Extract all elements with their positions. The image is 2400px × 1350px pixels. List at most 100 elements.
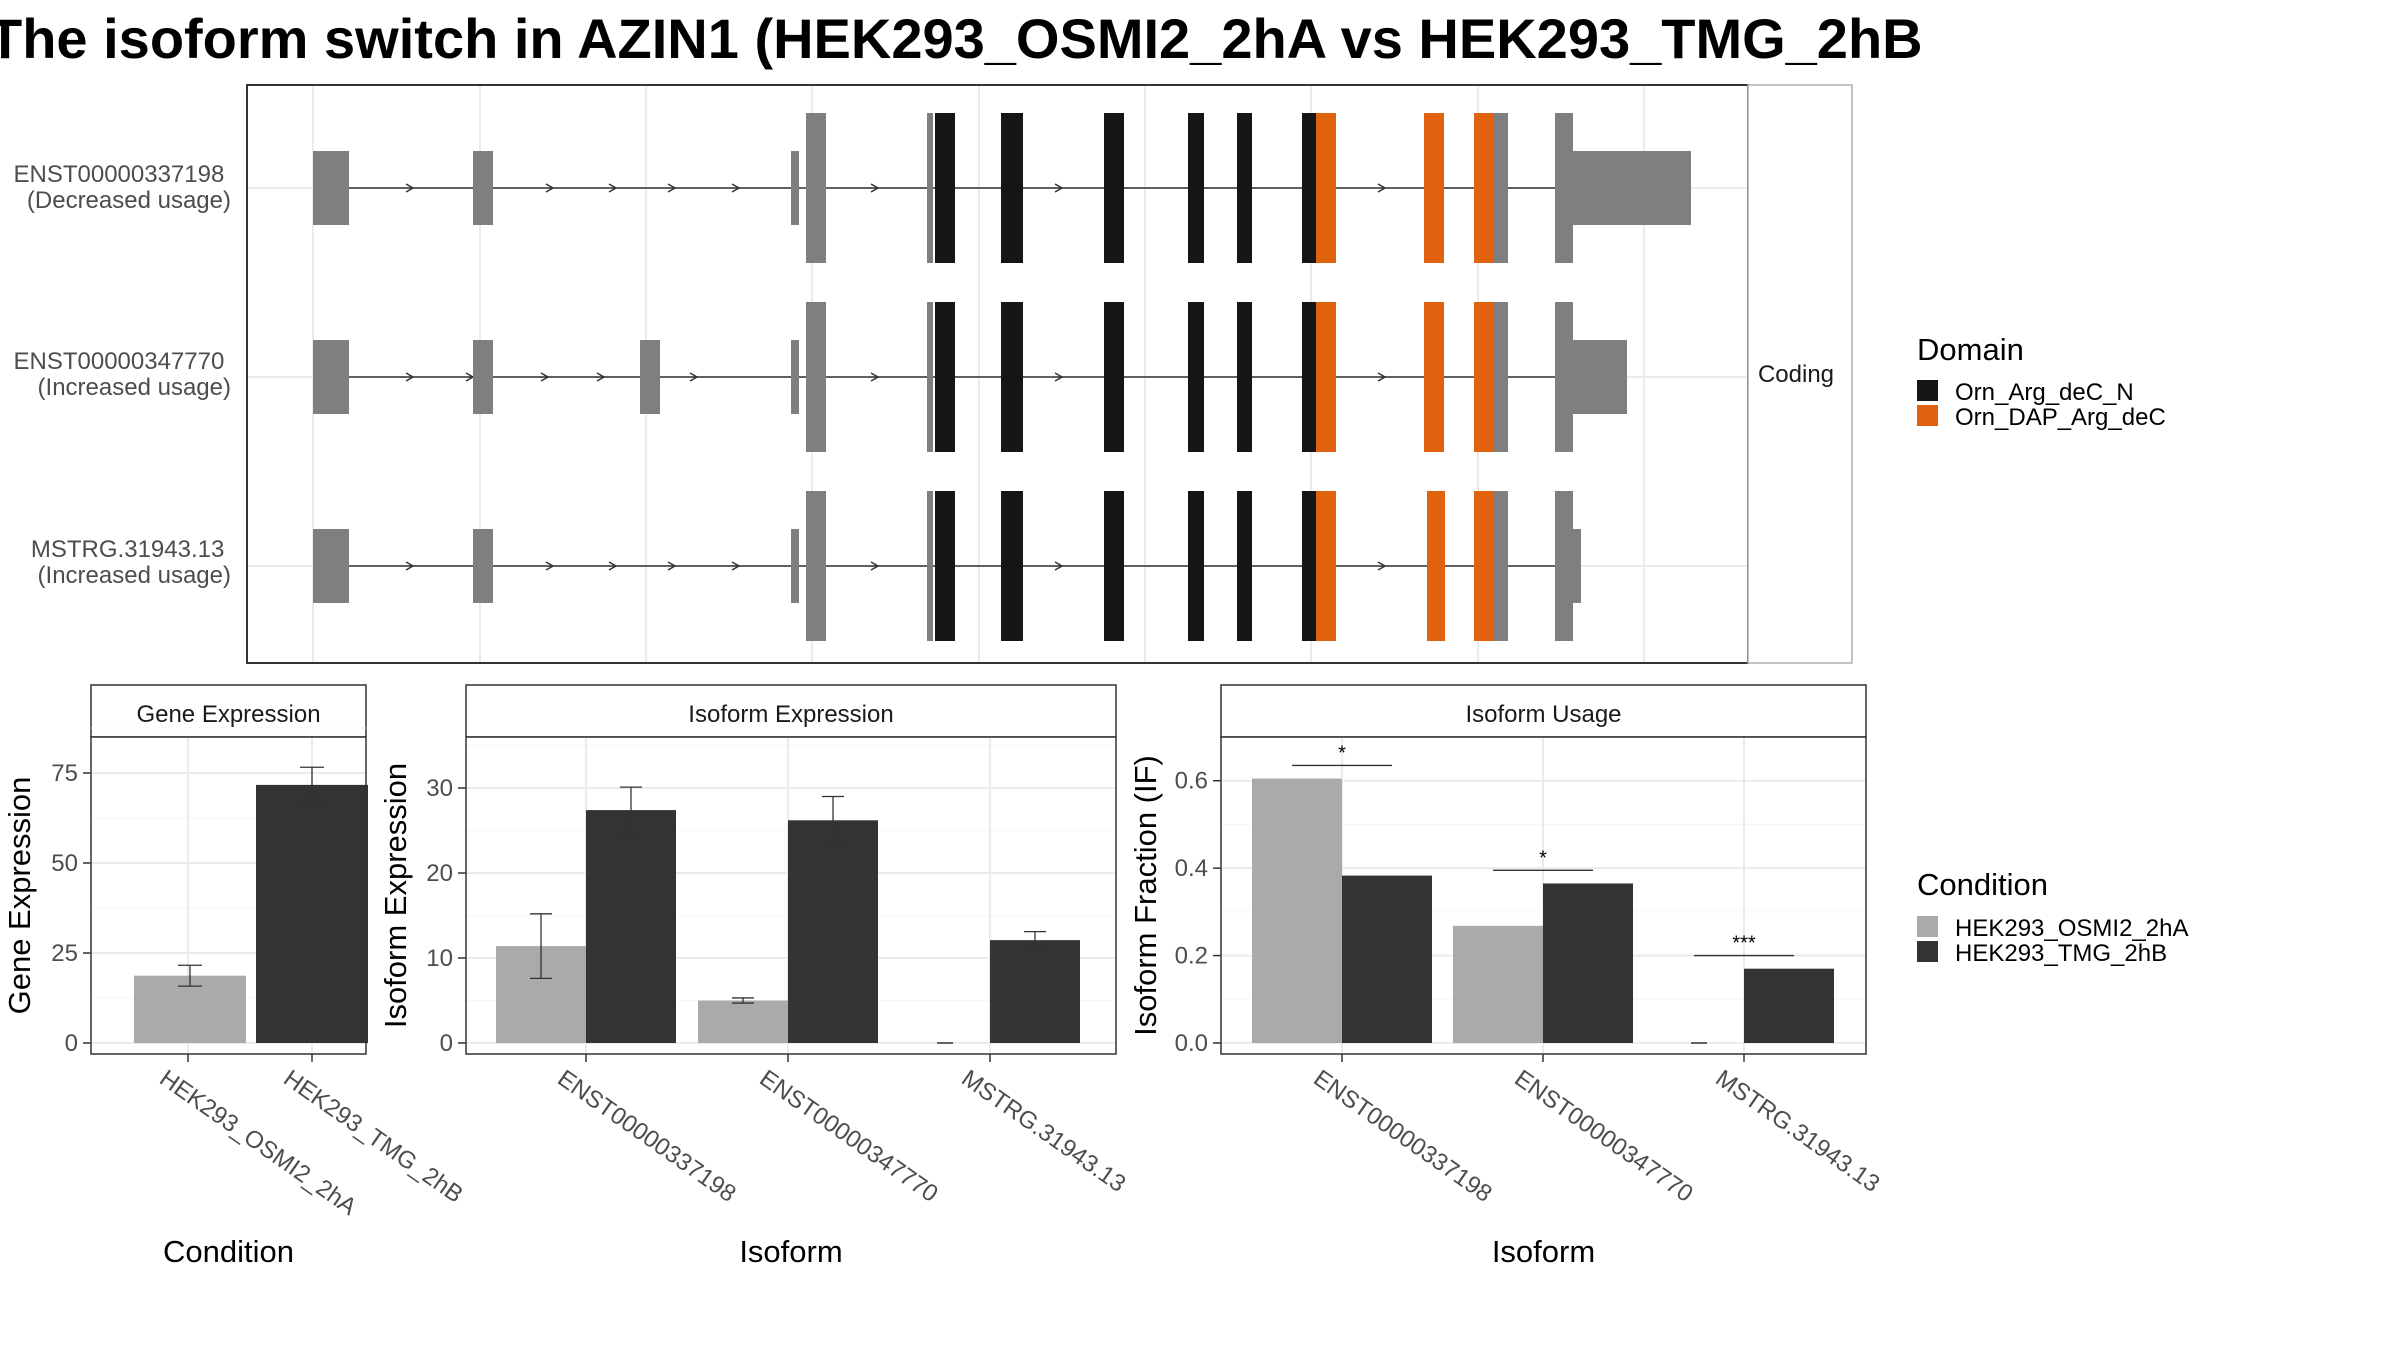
facet-label-coding: Coding (1758, 361, 1834, 388)
intron-arrow-2-7 (1054, 372, 1064, 382)
coding-exon-1-14 (1474, 113, 1494, 263)
gene-bar-0 (134, 975, 246, 1043)
gene-y-axis-title: Gene Expression (2, 777, 37, 1015)
usage-bar-1-0 (1342, 875, 1432, 1043)
isoexp-strip-label: Isoform Expression (688, 701, 893, 728)
intron-arrow-1-3 (608, 183, 618, 193)
gene-xtick-label-0: HEK293_OSMI2_2hA (155, 1065, 362, 1221)
gene-plot-border (90, 736, 367, 1055)
gene-ytick-label-3: 75 (51, 760, 78, 787)
usage-ytick-label-1: 0.2 (1175, 943, 1208, 970)
gene-ytick-label-1: 25 (51, 940, 78, 967)
isoform-usage-3: (Increased usage) (38, 562, 231, 589)
usage-bar-1-2 (1744, 968, 1834, 1043)
intron-arrow-1-8 (1377, 183, 1387, 193)
isoform-tracks (313, 113, 1691, 641)
intron-arrow-2-4 (596, 372, 606, 382)
coding-exon-2-6 (927, 302, 933, 452)
coding-exon-2-16 (1494, 302, 1508, 452)
isoexp-y-axis-title: Isoform Expression (378, 763, 413, 1028)
intron-arrow-1-5 (731, 183, 741, 193)
coding-exon-2-10 (1188, 302, 1204, 452)
intron-arrow-2-1 (405, 372, 415, 382)
coding-exon-2-12 (1302, 302, 1316, 452)
isoexp-bar-1-1 (788, 820, 878, 1043)
coding-exon-3-12 (1316, 491, 1336, 641)
usage-bar-0-1 (1453, 925, 1543, 1043)
usage-strip-label: Isoform Usage (1465, 701, 1621, 728)
isoform-expression-panel: Isoform Expression 0 10 20 30 ENST00000337198… (378, 684, 1131, 1269)
coding-exon-3-15 (1494, 491, 1508, 641)
utr-exon-1-17 (1573, 151, 1691, 225)
structure-plot-background (247, 85, 1748, 663)
utr-exon-2-18 (1573, 340, 1627, 414)
isoexp-xtick-label-0: ENST00000337198 (553, 1065, 741, 1208)
condition-legend-title: Condition (1917, 867, 2048, 902)
isoform-label-1: ENST00000337198 (Decreased usage) (13, 161, 231, 214)
isoexp-ytick-label-3: 30 (426, 775, 453, 802)
legend-label-orn-dap-arg-dec: Orn_DAP_Arg_deC (1955, 404, 2166, 431)
utr-exon-1-3 (791, 151, 799, 225)
coding-exon-2-15 (1474, 302, 1494, 452)
gene-bar-1 (256, 784, 368, 1043)
utr-exon-3-17 (1573, 529, 1581, 603)
coding-exon-3-5 (927, 491, 933, 641)
coding-exon-2-8 (1001, 302, 1023, 452)
intron-arrow-1-1 (405, 183, 415, 193)
legend-swatch-orn-arg-dec-n (1917, 380, 1938, 401)
intron-arrow-1-2 (545, 183, 555, 193)
isoexp-strip (465, 684, 1117, 738)
usage-xtick-label-1: ENST00000347770 (1510, 1065, 1698, 1208)
usage-significance-label-1: * (1539, 847, 1547, 869)
coding-exon-1-9 (1188, 113, 1204, 263)
usage-ytick-label-3: 0.6 (1175, 768, 1208, 795)
figure-title: The isoform switch in AZIN1 (HEK293_OSMI… (0, 7, 1923, 70)
utr-exon-2-3 (640, 340, 660, 414)
coding-exon-2-17 (1555, 302, 1573, 452)
isoform-label-2: ENST00000347770 (Increased usage) (13, 348, 231, 401)
isoform-usage-1: (Decreased usage) (27, 187, 231, 214)
intron-arrow-1-4 (667, 183, 677, 193)
intron-arrow-1-7 (1054, 183, 1064, 193)
utr-exon-3-1 (313, 529, 349, 603)
domain-legend-title: Domain (1917, 332, 2024, 367)
legend-swatch-osmi2 (1917, 916, 1938, 937)
isoform-usage-2: (Increased usage) (38, 374, 231, 401)
intron-arrow-3-3 (608, 561, 618, 571)
coding-exon-2-7 (935, 302, 955, 452)
isoexp-xtick-label-1: ENST00000347770 (755, 1065, 943, 1208)
usage-ytick-label-2: 0.4 (1175, 855, 1208, 882)
isoexp-ytick-label-2: 20 (426, 860, 453, 887)
intron-arrow-3-2 (545, 561, 555, 571)
coding-exon-2-5 (806, 302, 826, 452)
isoexp-xtick-label-2: MSTRG.31943.13 (957, 1065, 1131, 1198)
coding-exon-3-6 (935, 491, 955, 641)
coding-exon-3-14 (1474, 491, 1494, 641)
isoexp-bar-1-2 (990, 940, 1080, 1043)
usage-bar-1-1 (1543, 883, 1633, 1043)
utr-exon-3-3 (791, 529, 799, 603)
coding-exon-1-8 (1104, 113, 1124, 263)
usage-x-axis-title: Isoform (1492, 1234, 1595, 1269)
isoexp-plot-border (465, 736, 1117, 1055)
isoexp-bar-0-1 (698, 1000, 788, 1043)
condition-legend: Condition HEK293_OSMI2_2hA HEK293_TMG_2h… (1917, 867, 2188, 967)
gene-ytick-label-2: 50 (51, 850, 78, 877)
coding-exon-3-13 (1427, 491, 1445, 641)
gene-ytick-label-0: 0 (65, 1030, 78, 1057)
intron-arrow-2-6 (870, 372, 880, 382)
legend-swatch-tmg (1917, 941, 1938, 962)
domain-legend: Domain Orn_Arg_deC_N Orn_DAP_Arg_deC (1917, 332, 2166, 431)
isoexp-ytick-label-0: 0 (440, 1030, 453, 1057)
usage-xtick-label-0: ENST00000337198 (1309, 1065, 1497, 1208)
utr-exon-3-2 (473, 529, 493, 603)
isoform-id-1: ENST00000337198 (13, 161, 224, 188)
coding-exon-1-6 (935, 113, 955, 263)
isoform-id-2: ENST00000347770 (13, 348, 224, 375)
utr-exon-2-2 (473, 340, 493, 414)
coding-exon-1-5 (927, 113, 933, 263)
legend-label-tmg: HEK293_TMG_2hB (1955, 940, 2167, 967)
coding-exon-3-4 (806, 491, 826, 641)
intron-arrow-3-8 (1377, 561, 1387, 571)
coding-exon-1-11 (1302, 113, 1316, 263)
